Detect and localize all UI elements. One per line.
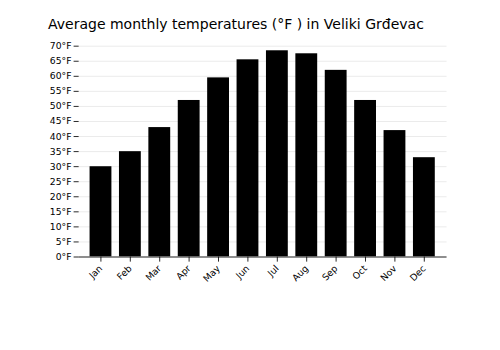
svg-text:Feb: Feb xyxy=(114,263,133,282)
svg-text:Sep: Sep xyxy=(320,263,340,283)
svg-text:35°F: 35°F xyxy=(50,146,72,157)
svg-text:60°F: 60°F xyxy=(50,70,72,81)
svg-text:10°F: 10°F xyxy=(50,221,72,232)
svg-text:Nov: Nov xyxy=(378,262,399,283)
svg-text:5°F: 5°F xyxy=(56,236,72,247)
svg-text:Jun: Jun xyxy=(233,263,252,282)
svg-text:May: May xyxy=(201,262,223,284)
svg-text:Aug: Aug xyxy=(290,263,311,284)
svg-text:40°F: 40°F xyxy=(50,130,72,141)
svg-text:65°F: 65°F xyxy=(50,55,72,66)
svg-text:0°F: 0°F xyxy=(56,251,72,262)
svg-text:Jan: Jan xyxy=(86,263,105,282)
svg-text:Mar: Mar xyxy=(143,263,163,283)
svg-text:15°F: 15°F xyxy=(50,206,72,217)
svg-text:Apr: Apr xyxy=(174,263,193,282)
svg-text:70°F: 70°F xyxy=(50,40,72,51)
svg-text:30°F: 30°F xyxy=(50,161,72,172)
svg-text:Dec: Dec xyxy=(407,263,427,283)
svg-text:55°F: 55°F xyxy=(50,85,72,96)
svg-text:50°F: 50°F xyxy=(50,100,72,111)
svg-text:45°F: 45°F xyxy=(50,115,72,126)
svg-text:25°F: 25°F xyxy=(50,176,72,187)
svg-text:20°F: 20°F xyxy=(50,191,72,202)
svg-text:Jul: Jul xyxy=(264,263,280,279)
html-text:Average monthly temperatures (: Average monthly temperatures (°F ) in Ve… xyxy=(48,16,424,32)
svg-text:Oct: Oct xyxy=(350,262,369,281)
